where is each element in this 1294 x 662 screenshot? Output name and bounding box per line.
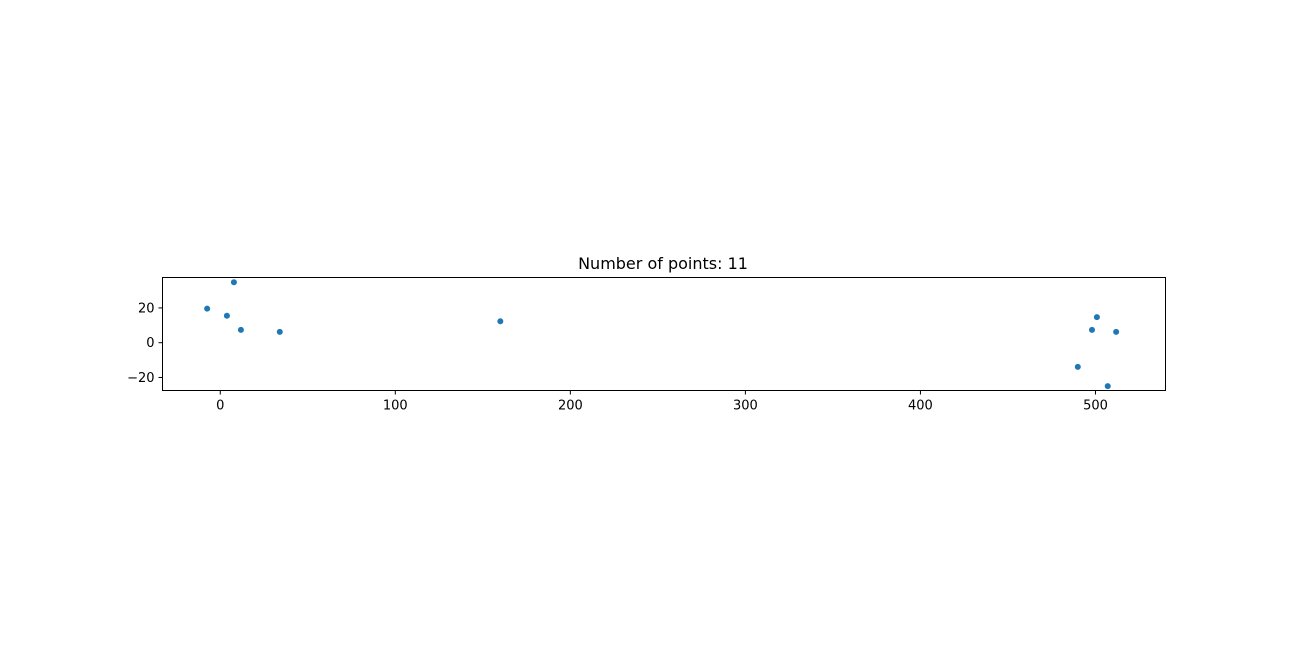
plot-frame xyxy=(162,277,1166,391)
points-layer xyxy=(204,279,1120,390)
scatter-point xyxy=(1113,328,1120,335)
scatter-point xyxy=(223,312,230,319)
scatter-point xyxy=(276,328,283,335)
scatter-point xyxy=(204,305,211,312)
x-tick-label: 200 xyxy=(558,399,583,414)
x-tick-label: 400 xyxy=(908,399,933,414)
y-tick-label: 20 xyxy=(138,301,155,316)
scatter-point xyxy=(1104,383,1111,390)
ticks-layer: 0 100 200 300 400 500 −20 0 20 xyxy=(127,301,1108,413)
chart-title: Number of points: 11 xyxy=(578,254,748,273)
y-tick-label: 0 xyxy=(146,336,154,351)
scatter-point xyxy=(230,279,237,286)
x-tick-label: 100 xyxy=(383,399,408,414)
x-tick-label: 300 xyxy=(733,399,758,414)
scatter-point xyxy=(237,326,244,333)
scatter-point xyxy=(1093,314,1100,321)
y-tick-label: −20 xyxy=(127,371,154,386)
scatter-point xyxy=(1088,326,1095,333)
scatter-point xyxy=(1074,363,1081,370)
x-tick-label: 0 xyxy=(216,399,224,414)
x-tick-label: 500 xyxy=(1083,399,1108,414)
scatter-point xyxy=(497,318,504,325)
